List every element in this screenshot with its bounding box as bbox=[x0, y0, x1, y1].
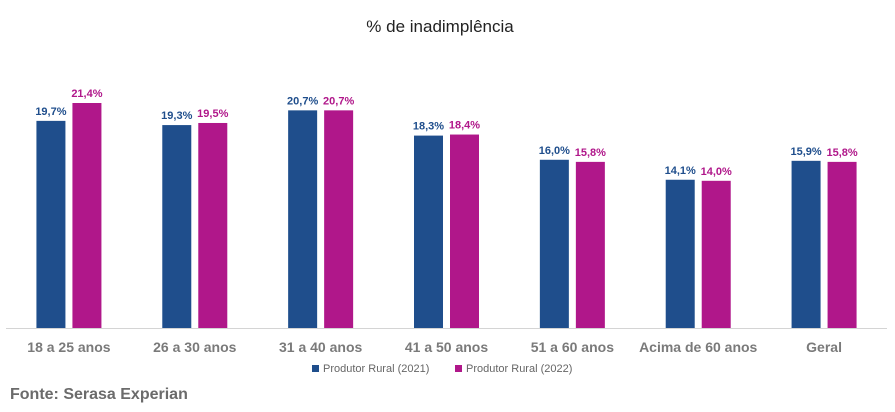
data-label-2021-0: 19,7% bbox=[35, 106, 66, 118]
data-label-2021-5: 14,1% bbox=[665, 165, 696, 177]
x-tick-label-5: Acima de 60 anos bbox=[639, 339, 757, 355]
legend-swatch-1 bbox=[455, 365, 462, 372]
bar-2022-2 bbox=[324, 110, 354, 329]
bar-2022-0 bbox=[72, 103, 102, 328]
bar-2022-3 bbox=[450, 134, 479, 328]
x-tick-label-0: 18 a 25 anos bbox=[27, 339, 110, 355]
x-tick-label-6: Geral bbox=[806, 339, 842, 355]
bar-2022-4 bbox=[575, 161, 605, 328]
bar-2022-1 bbox=[198, 122, 228, 328]
bar-2021-2 bbox=[288, 110, 318, 329]
bar-2021-0 bbox=[36, 120, 66, 328]
data-label-2022-2: 20,7% bbox=[323, 95, 354, 107]
legend-swatch-0 bbox=[312, 365, 319, 372]
bar-2021-6 bbox=[791, 160, 821, 328]
bar-2022-5 bbox=[701, 180, 731, 328]
legend-label-1: Produtor Rural (2022) bbox=[466, 363, 572, 375]
chart-title: % de inadimplência bbox=[366, 17, 514, 36]
legend-label-0: Produtor Rural (2021) bbox=[323, 363, 429, 375]
data-label-2021-1: 19,3% bbox=[161, 110, 192, 122]
x-tick-label-2: 31 a 40 anos bbox=[279, 339, 362, 355]
bar-2021-4 bbox=[539, 159, 569, 328]
bar-2022-6 bbox=[827, 161, 857, 328]
data-label-2021-4: 16,0% bbox=[539, 145, 570, 157]
data-label-2022-4: 15,8% bbox=[575, 147, 606, 159]
data-label-2021-3: 18,3% bbox=[413, 121, 444, 133]
bar-2021-5 bbox=[665, 179, 695, 328]
source-note: Fonte: Serasa Experian bbox=[10, 386, 188, 403]
data-label-2022-1: 19,5% bbox=[197, 108, 228, 120]
x-tick-label-3: 41 a 50 anos bbox=[405, 339, 488, 355]
bar-2021-3 bbox=[414, 135, 443, 328]
x-tick-label-4: 51 a 60 anos bbox=[531, 339, 614, 355]
data-label-2022-3: 18,4% bbox=[449, 120, 480, 132]
data-label-2022-0: 21,4% bbox=[71, 88, 102, 100]
bar-2021-1 bbox=[162, 125, 192, 328]
data-label-2022-5: 14,0% bbox=[701, 166, 732, 178]
x-tick-label-1: 26 a 30 anos bbox=[153, 339, 236, 355]
data-label-2021-2: 20,7% bbox=[287, 95, 318, 107]
data-label-2021-6: 15,9% bbox=[790, 146, 821, 158]
data-label-2022-6: 15,8% bbox=[826, 147, 857, 159]
